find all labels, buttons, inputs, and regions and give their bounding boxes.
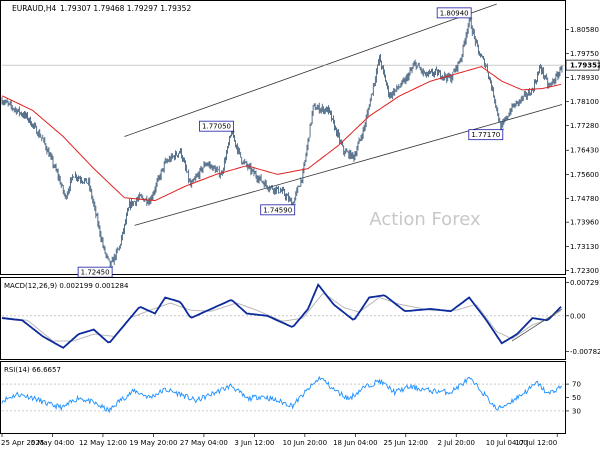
rsi-title: RSI(14) 66.6657 (4, 366, 61, 374)
price-tick-label: 1.73130 (570, 243, 599, 251)
time-tick-label: 25 Jun 12:00 (384, 439, 428, 447)
price-tick-label: 1.78100 (570, 98, 599, 106)
price-annotation-label: 1.80940 (440, 9, 469, 17)
time-tick-label: 5 May 04:00 (31, 439, 75, 447)
rsi-tick-label: 50 (572, 394, 581, 402)
price-annotation-label: 1.77170 (471, 131, 500, 139)
time-tick-label: 27 May 04:00 (180, 439, 228, 447)
watermark: Action Forex (369, 209, 481, 230)
current-price-label: 1.79352 (570, 62, 600, 70)
time-tick-label: 18 Jun 04:00 (333, 439, 377, 447)
time-tick-label: 10 Jun 20:00 (283, 439, 327, 447)
price-annotation-label: 1.74590 (263, 206, 292, 214)
price-tick-label: 1.74780 (570, 195, 599, 203)
price-annotation-label: 1.72450 (81, 269, 110, 277)
rsi-tick-label: 30 (572, 407, 581, 415)
price-annotation-label: 1.77050 (202, 123, 231, 131)
price-tick-label: 1.75600 (570, 171, 599, 179)
rsi-tick-label: 70 (572, 381, 581, 389)
macd-tick-label: 0.007291 (570, 279, 600, 287)
price-tick-label: 1.78930 (570, 74, 599, 82)
price-tick-label: 1.77280 (570, 122, 599, 130)
macd-title: MACD(12,26,9) 0.002199 0.001284 (4, 282, 129, 290)
time-tick-label: 2 Jul 20:00 (437, 439, 475, 447)
price-tick-label: 1.72300 (570, 267, 599, 275)
symbol-label: EURAUD,H4 (12, 4, 57, 13)
time-tick-label: 12 May 12:00 (79, 439, 127, 447)
time-tick-label: 17 Jul 12:00 (515, 439, 557, 447)
price-tick-label: 1.79750 (570, 50, 599, 58)
time-tick-label: 19 May 20:00 (129, 439, 177, 447)
price-tick-label: 1.76430 (570, 147, 599, 155)
price-tick-label: 1.80580 (570, 26, 599, 34)
ohlc-values: 1.79307 1.79468 1.79297 1.79352 (60, 4, 191, 13)
macd-tick-label: 0.00 (570, 312, 586, 320)
time-tick-label: 3 Jun 12:00 (234, 439, 274, 447)
macd-tick-label: -0.00782 (570, 348, 600, 356)
price-tick-label: 1.73960 (570, 219, 599, 227)
